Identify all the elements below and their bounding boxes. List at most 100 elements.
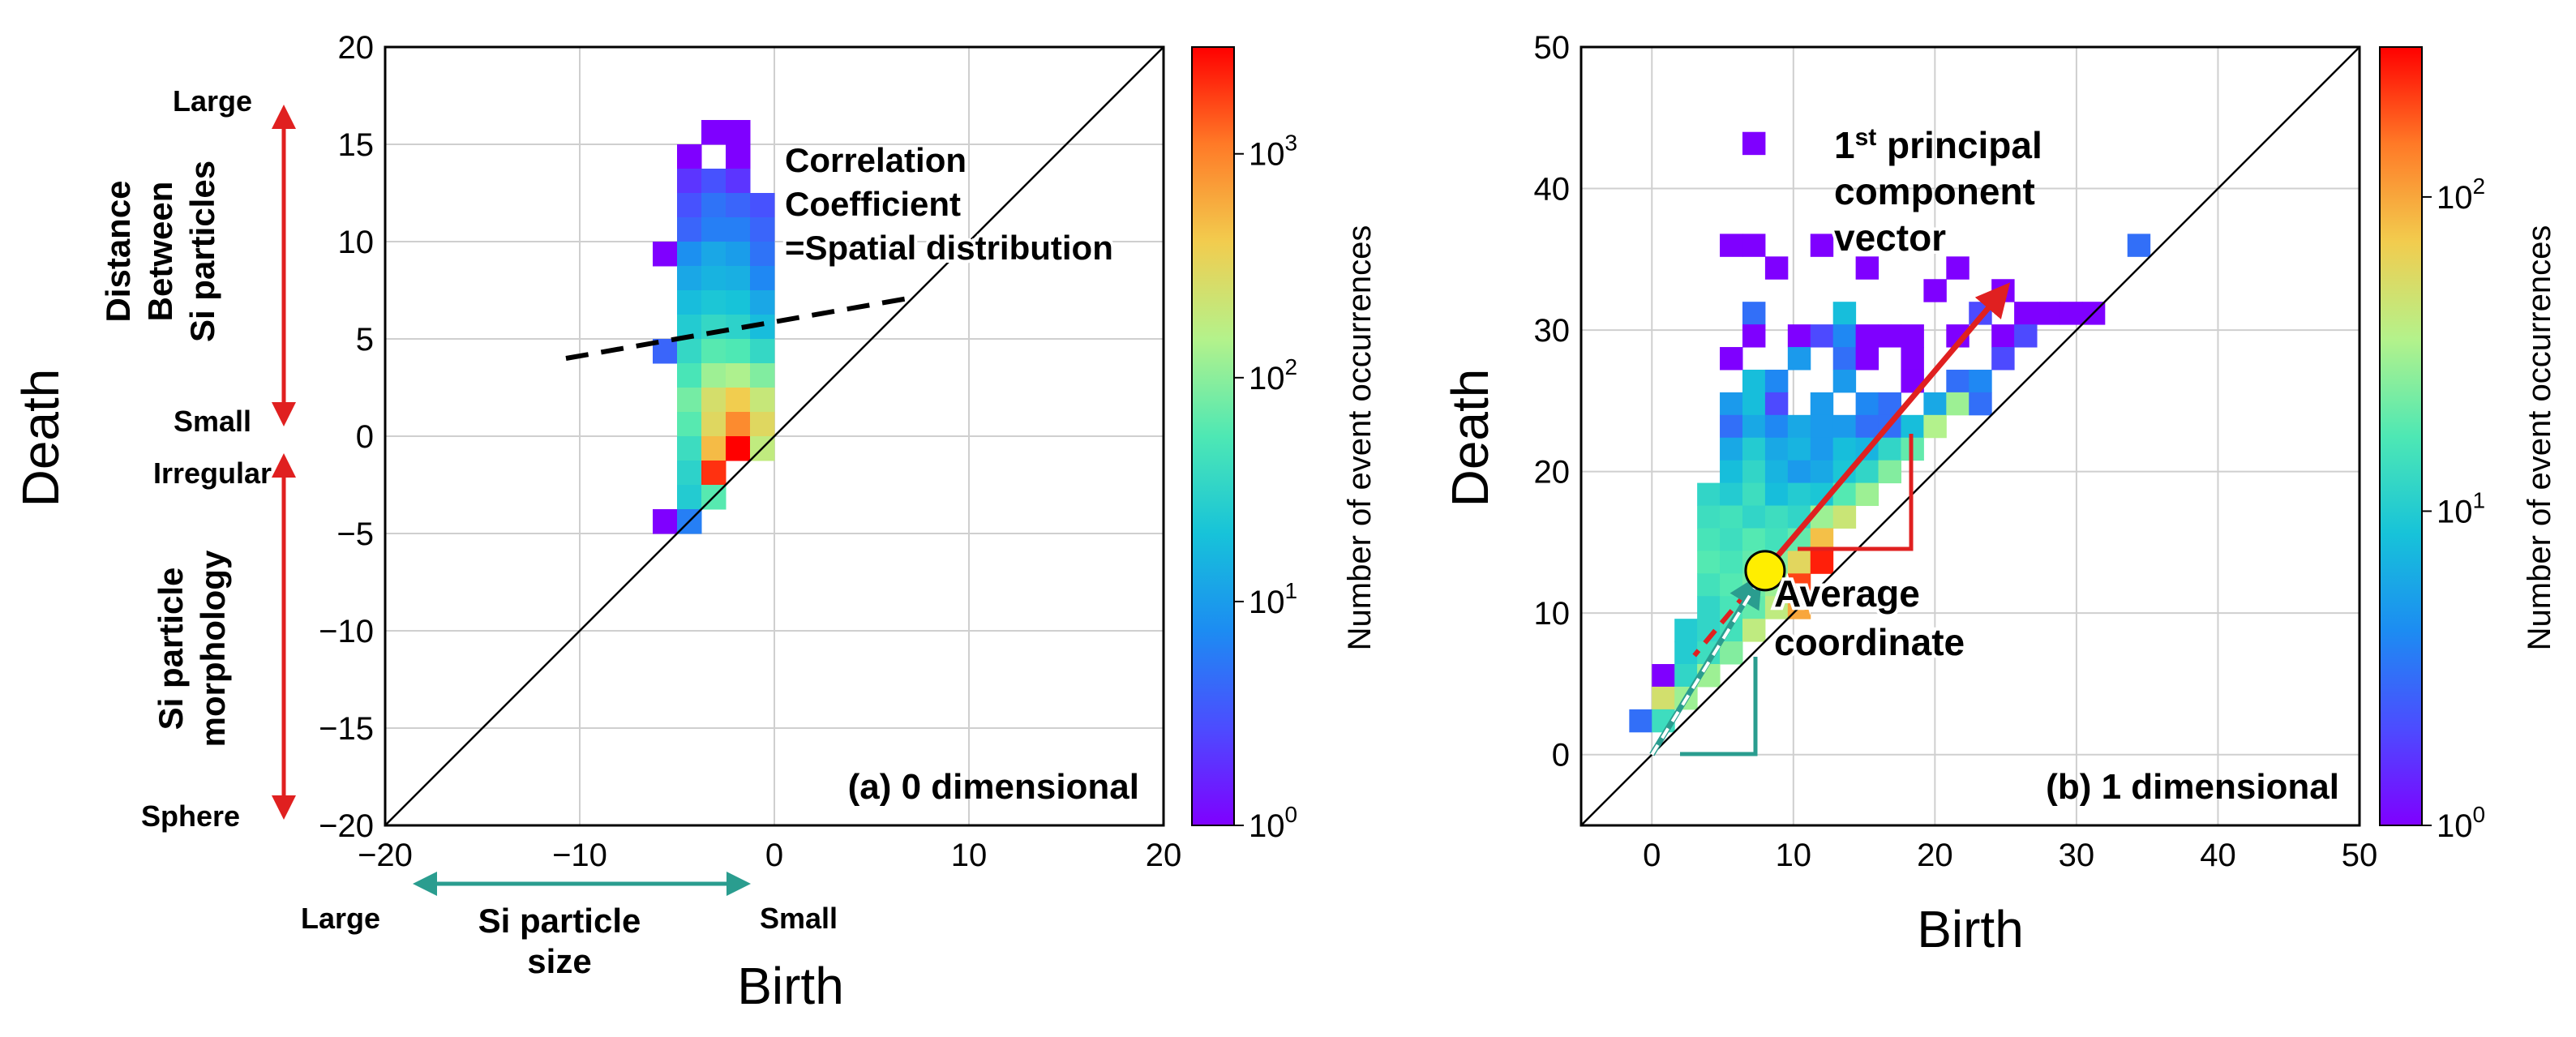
average-label-line2: coordinate [1774,621,1965,663]
heatmap-cell [2014,302,2038,325]
heatmap-cell [1742,302,1766,325]
size-label-line1: Si particle [478,902,641,940]
heatmap-cell [1742,392,1766,416]
morphology-label-line1: Si particle [152,568,190,731]
distance-label-line3: Si particles [183,161,221,342]
heatmap-cell [677,388,702,413]
x-tick-label: −20 [358,838,413,873]
principal-label-rest: principal [1876,124,2042,166]
heatmap-cell [1832,302,1857,325]
heatmap-cell [1832,505,1857,529]
heatmap-cell [1901,347,1924,371]
heatmap-cell [1810,551,1834,574]
heatmap-cell [1810,234,1834,257]
heatmap-cell [1697,482,1721,507]
panel-a-y-axis-title: Death [11,369,70,508]
x-tick-label: 50 [2342,838,2378,873]
heatmap-cell [701,266,727,291]
heatmap-cell [1878,324,1901,348]
heatmap-cell [677,363,702,388]
panel-a-label: (a) 0 dimensional [848,767,1139,807]
heatmap-cell [1742,437,1766,461]
heatmap-cell [1652,686,1675,710]
heatmap-cell [701,242,727,267]
panel-a-x-axis-title: Birth [737,957,844,1015]
heatmap-cell [750,266,775,291]
heatmap-cell [726,120,751,145]
heatmap-cell [1697,573,1721,597]
heatmap-cell [1742,131,1766,156]
heatmap-cell [1697,528,1721,551]
y-tick-label: 5 [356,322,374,358]
heatmap-cell [1855,460,1879,484]
panel-b: 0 10 20 30 40 50 0 10 20 30 40 50 1st principal com… [1441,30,2557,958]
heatmap-cell [750,363,775,388]
y-tick-label: 15 [338,127,375,163]
correlation-label-line3: =Spatial distribution [785,229,1113,267]
heatmap-cell [1878,437,1901,461]
heatmap-cell [1764,414,1789,439]
heatmap-cell [750,217,775,242]
heatmap-cell [1742,528,1766,551]
y-tick-label: 0 [1552,738,1570,773]
y-tick-label: −20 [319,808,374,844]
heatmap-cell [701,120,727,145]
heatmap-cell [2059,302,2083,325]
label-irregular: Irregular [153,456,272,490]
heatmap-cell [653,242,678,267]
heatmap-cell [726,217,751,242]
principal-triangle [1798,434,1914,551]
panel-a-colorbar [1191,46,1235,826]
heatmap-cell [726,412,751,437]
heatmap-cell [1810,437,1834,461]
x-tick-label: 0 [765,838,783,873]
heatmap-cell [1629,709,1652,733]
heatmap-cell [1901,324,1924,348]
heatmap-cell [701,290,727,315]
principal-label-1: 1 [1834,124,1855,166]
heatmap-cell [1764,460,1789,484]
heatmap-cell [1720,460,1743,484]
heatmap-cell [726,266,751,291]
heatmap-cell [1787,460,1811,484]
heatmap-cell [1946,392,1970,416]
colorbar-tick-label: 101 [1249,578,1297,620]
heatmap-cell [1878,460,1901,484]
heatmap-cell [1720,505,1743,529]
y-tick-label: −5 [336,516,374,552]
heatmap-cell [1969,369,1992,393]
heatmap-cell [677,217,702,242]
principal-label-line3: vector [1834,216,1946,259]
principal-component-arrow [1763,282,2011,573]
panel-a-diagonal-line [384,46,1164,826]
heatmap-cell [1652,664,1675,688]
heatmap-cell [2037,302,2060,325]
heatmap-cell [1810,460,1834,484]
panel-b-x-axis-title: Birth [1917,900,2024,958]
heatmap-cell [1720,573,1743,597]
heatmap-cell [1742,234,1766,257]
heatmap-cell [1787,437,1811,461]
colorbar-tick-label: 102 [1249,354,1297,396]
y-tick-label: 10 [338,225,375,260]
heatmap-cell [1787,324,1811,348]
heatmap-cell [1923,279,1947,302]
heatmap-cell [1923,392,1947,416]
y-tick-label: 30 [1534,313,1571,349]
heatmap-cell [1764,256,1789,280]
heatmap-cell [1697,505,1721,529]
panel-b-colorbar-label: Number of event occurrences [2522,225,2557,651]
heatmap-cell [677,436,702,461]
heatmap-cell [1855,256,1879,280]
size-label-line2: size [527,942,591,980]
heatmap-cell [1810,392,1834,416]
heatmap-cell [1832,414,1857,439]
heatmap-cell [1923,414,1947,439]
x-tick-label: −10 [552,838,607,873]
panel-a-colorbar-label: Number of event occurrences [1342,225,1378,651]
principal-label-line1: 1st principal [1834,124,2042,166]
average-triangle [1680,657,1758,756]
colorbar-tick-label: 102 [2437,174,2485,216]
distance-label-line2: Between [141,182,179,322]
panel-b-diagonal-line [1580,46,2360,826]
